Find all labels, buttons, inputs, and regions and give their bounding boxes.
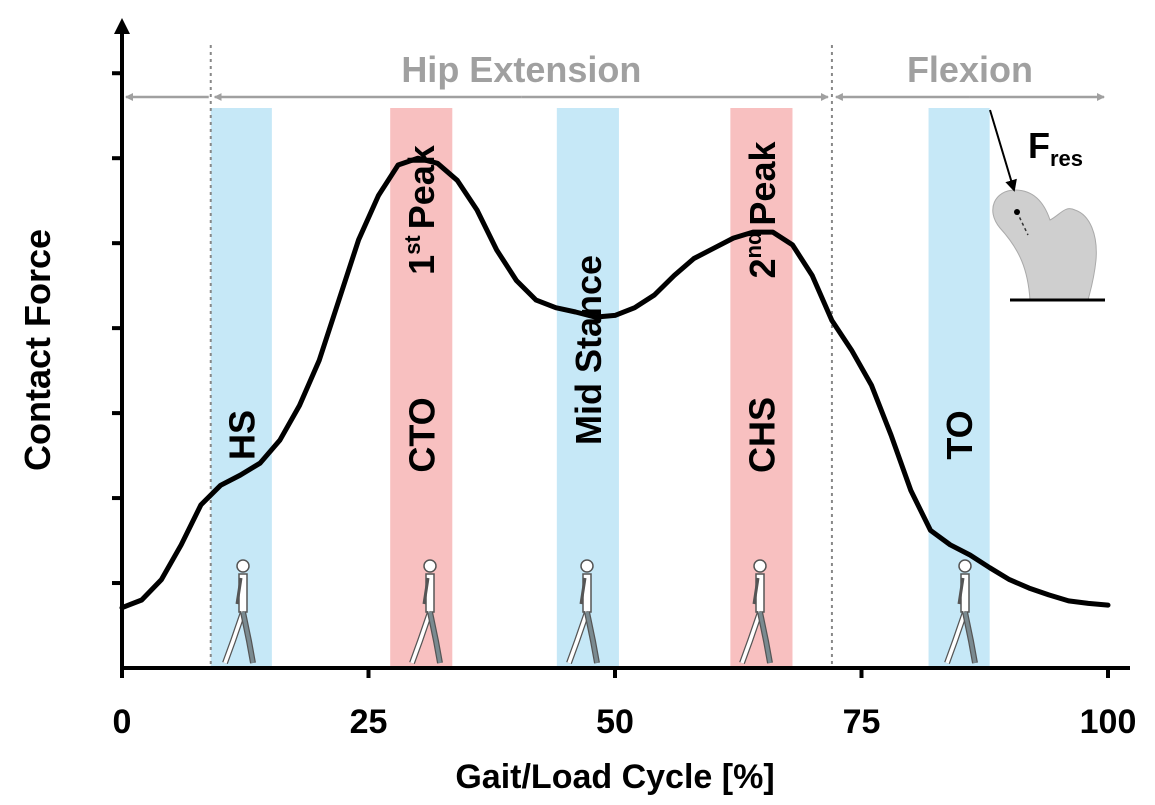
force-label: Fres <box>1028 125 1083 171</box>
phase-label: TO <box>939 410 980 459</box>
phase-band <box>929 108 990 668</box>
x-axis-title: Gait/Load Cycle [%] <box>455 758 774 796</box>
x-tick-label: 100 <box>1080 703 1137 741</box>
force-symbol: F <box>1028 125 1050 166</box>
region-label: Hip Extension <box>401 49 641 90</box>
peak-number: 1 <box>401 255 442 275</box>
phase-label: CHS <box>741 397 782 473</box>
y-axis-arrow <box>114 18 130 34</box>
peak-superscript: st <box>400 235 425 255</box>
peak-number: 2 <box>742 258 783 278</box>
x-tick-label: 0 <box>113 703 132 741</box>
y-axis-title: Contact Force <box>17 229 58 471</box>
phase-label: Mid Stance <box>568 255 609 445</box>
phase-label: CTO <box>401 397 442 472</box>
phase-label: HS <box>221 410 262 460</box>
region-label: Flexion <box>907 49 1033 90</box>
peak-word: Peak <box>742 141 783 226</box>
x-tick-label: 25 <box>350 703 388 741</box>
page: Fres Contact Force Gait/Load Cycle [%] H… <box>0 0 1155 805</box>
x-tick-label: 50 <box>596 703 634 741</box>
x-tick-label: 75 <box>843 703 881 741</box>
chart: Fres Contact Force Gait/Load Cycle [%] H… <box>0 0 1155 805</box>
force-subscript: res <box>1050 146 1083 171</box>
